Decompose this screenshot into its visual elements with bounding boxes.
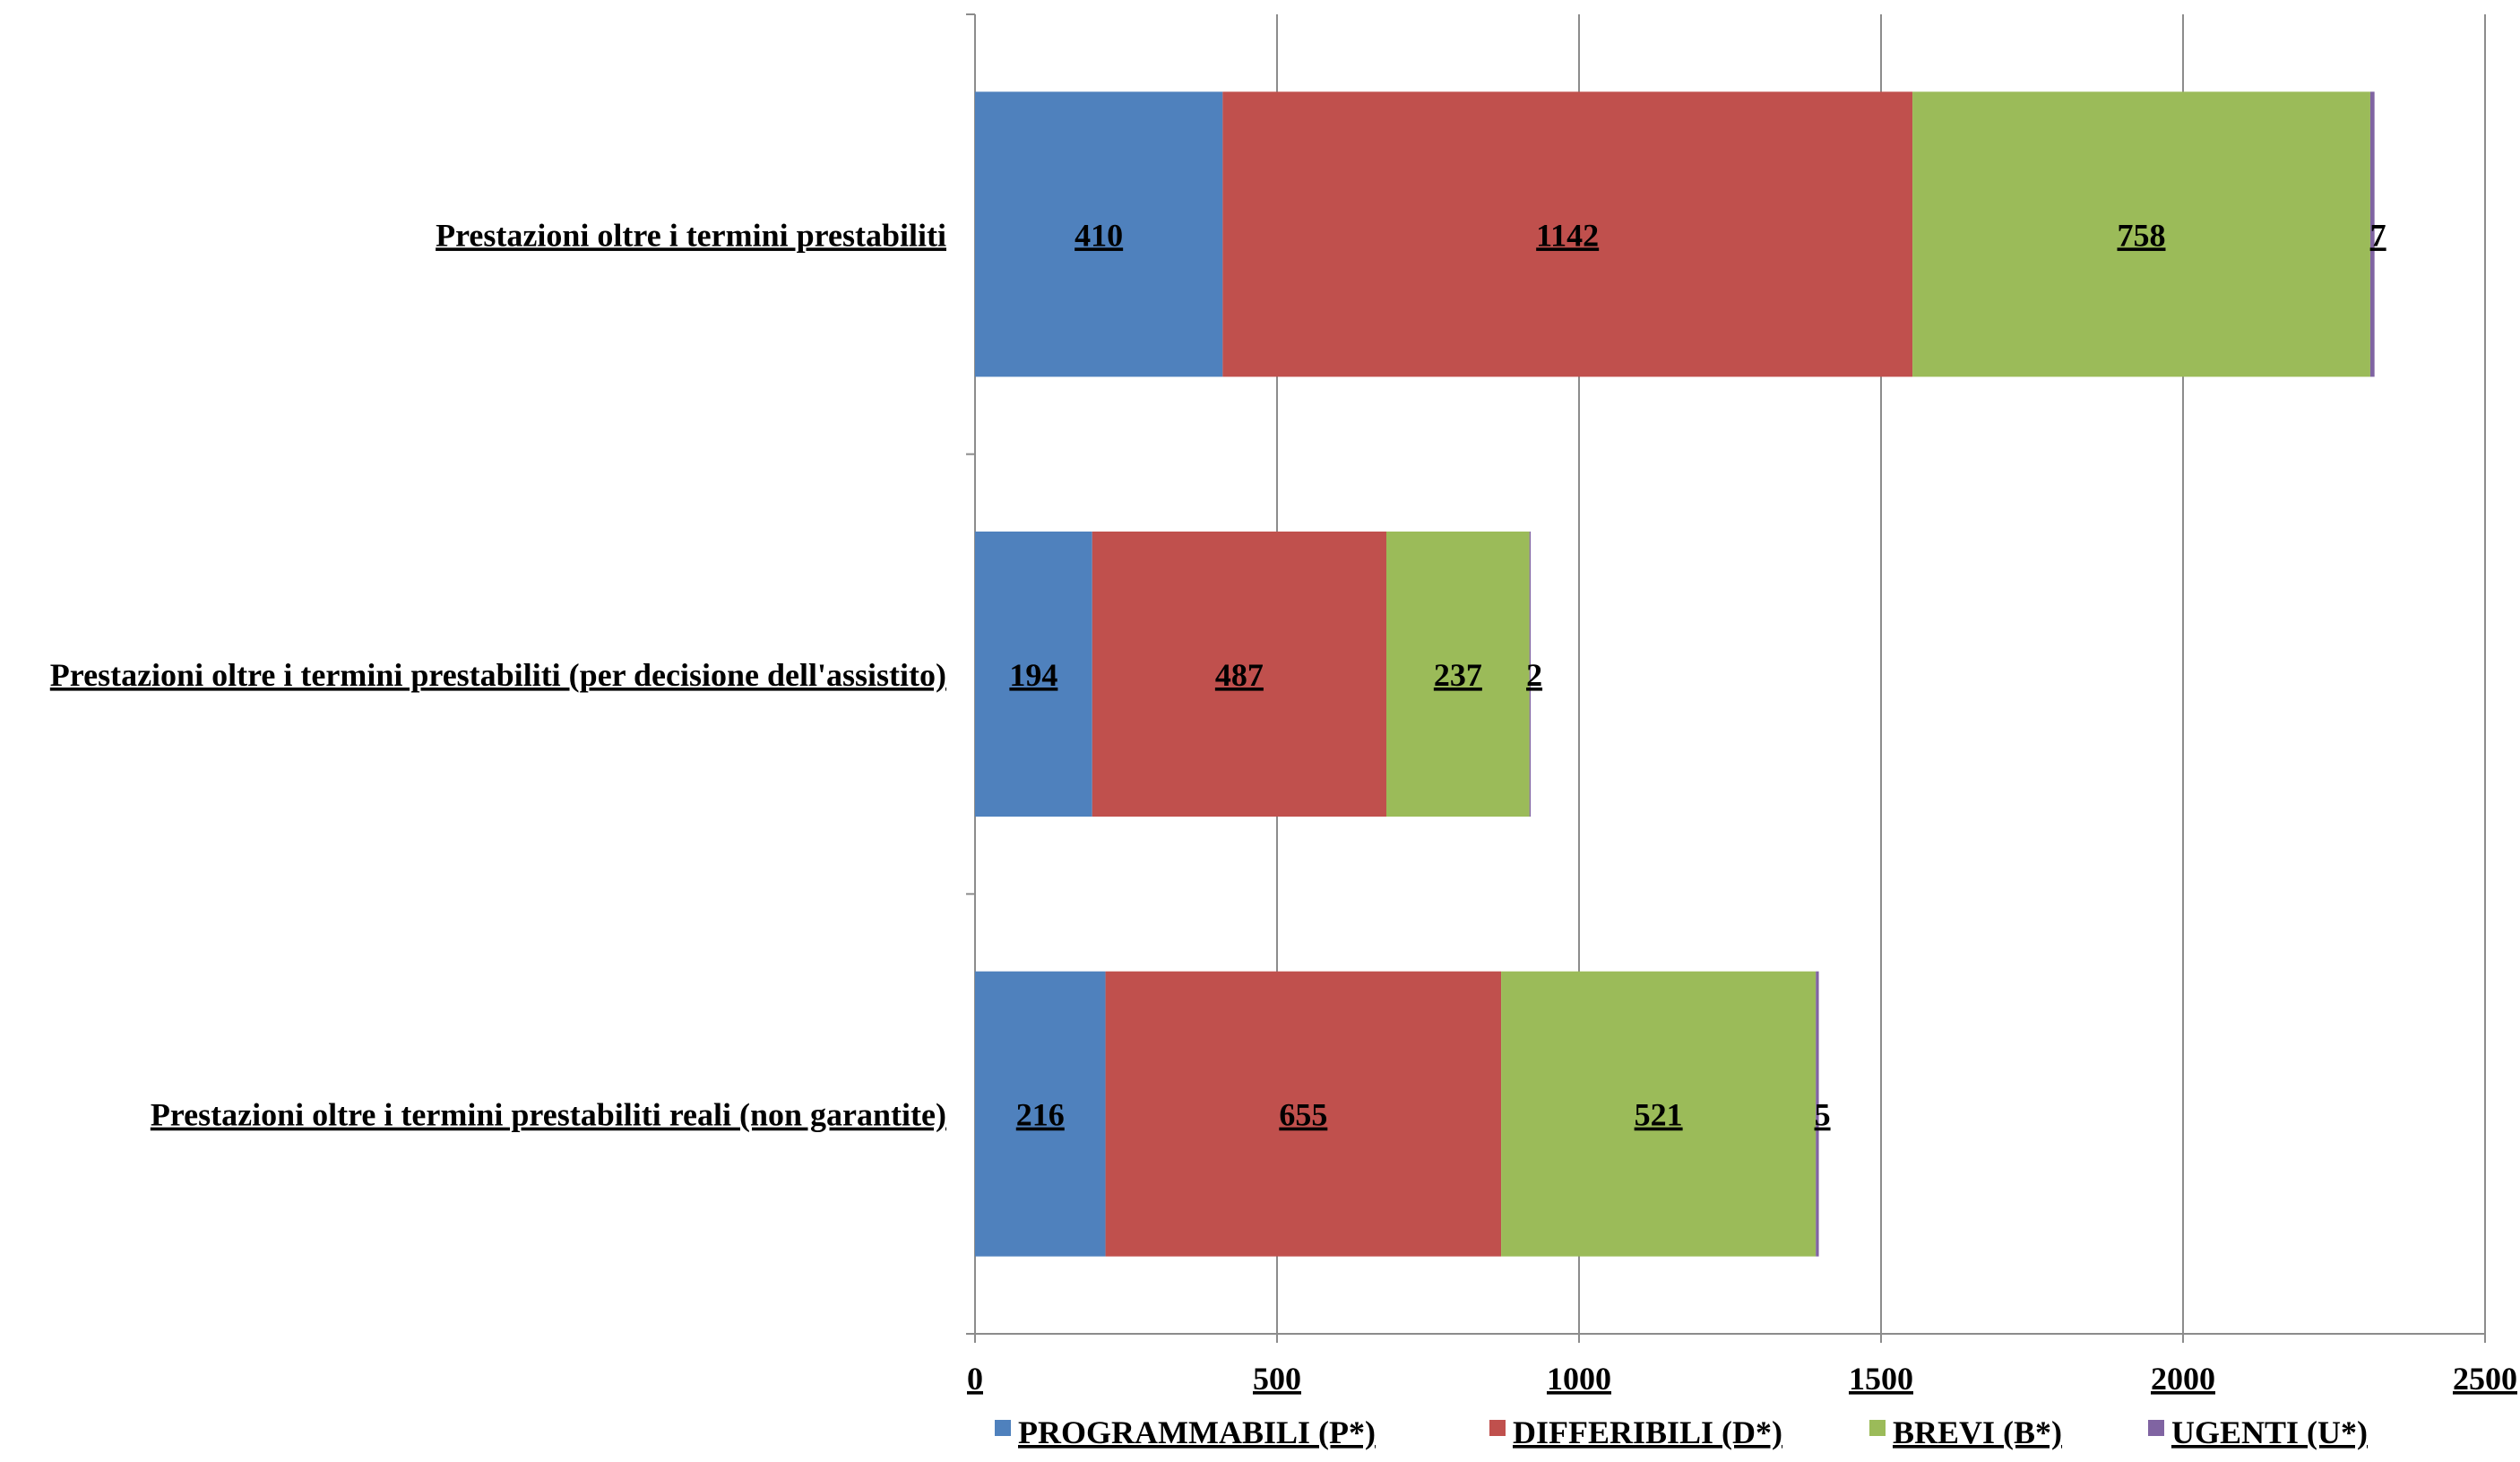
data-label: 7 bbox=[2370, 217, 2386, 253]
x-tick-labels: 0 500 1000 1500 2000 2500 bbox=[967, 1361, 2517, 1397]
bar-segment bbox=[1912, 91, 2370, 377]
bar-segment bbox=[1222, 91, 1913, 377]
bar-segment bbox=[1816, 971, 1819, 1257]
data-label: 410 bbox=[1074, 217, 1123, 253]
x-tick-label: 1500 bbox=[1849, 1361, 1913, 1397]
x-tick-label: 2000 bbox=[2151, 1361, 2215, 1397]
legend: PROGRAMMABILI (P*) DIFFERIBILI (D*) BREVI … bbox=[995, 1414, 2368, 1450]
category-label: Prestazioni oltre i termini prestabiliti bbox=[436, 217, 946, 253]
legend-label: UGENTI (U*) bbox=[2171, 1414, 2368, 1450]
legend-label: PROGRAMMABILI (P*) bbox=[1018, 1414, 1376, 1450]
legend-swatch bbox=[995, 1420, 1011, 1436]
legend-swatch bbox=[1489, 1420, 1506, 1436]
x-tick-label: 2500 bbox=[2453, 1361, 2517, 1397]
legend-swatch bbox=[2148, 1420, 2164, 1436]
x-tick-label: 500 bbox=[1253, 1361, 1301, 1397]
bar-segment bbox=[1501, 971, 1817, 1257]
bar-segment bbox=[975, 91, 1223, 377]
category-labels: Prestazioni oltre i termini prestabiliti… bbox=[50, 217, 946, 1132]
category-label: Prestazioni oltre i termini prestabiliti… bbox=[151, 1097, 946, 1133]
legend-swatch bbox=[1869, 1420, 1886, 1436]
category-label: Prestazioni oltre i termini prestabiliti… bbox=[50, 657, 946, 693]
data-label: 655 bbox=[1279, 1097, 1327, 1133]
data-label: 521 bbox=[1635, 1097, 1683, 1133]
bar-segment bbox=[975, 971, 1106, 1257]
data-label: 1142 bbox=[1536, 217, 1599, 253]
bar-segment bbox=[1385, 532, 1530, 817]
data-label: 2 bbox=[1526, 657, 1542, 693]
bar-segment bbox=[975, 532, 1092, 817]
bars bbox=[975, 91, 2375, 1257]
bar-segment bbox=[1105, 971, 1502, 1257]
x-tick-label: 1000 bbox=[1547, 1361, 1611, 1397]
data-labels: 410 1142 758 7 194 487 237 2 216 655 521 5 bbox=[1009, 217, 2386, 1132]
data-label: 216 bbox=[1016, 1097, 1065, 1133]
data-label: 758 bbox=[2117, 217, 2165, 253]
data-label: 237 bbox=[1434, 657, 1482, 693]
data-label: 487 bbox=[1215, 657, 1264, 693]
data-label: 194 bbox=[1009, 657, 1057, 693]
bar-segment bbox=[1529, 532, 1532, 817]
legend-label: BREVI (B*) bbox=[1893, 1414, 2062, 1450]
bar-segment bbox=[2369, 91, 2375, 377]
bar-segment bbox=[1092, 532, 1386, 817]
legend-label: DIFFERIBILI (D*) bbox=[1513, 1414, 1782, 1450]
x-tick-label: 0 bbox=[967, 1361, 983, 1397]
data-label: 5 bbox=[1815, 1097, 1831, 1133]
